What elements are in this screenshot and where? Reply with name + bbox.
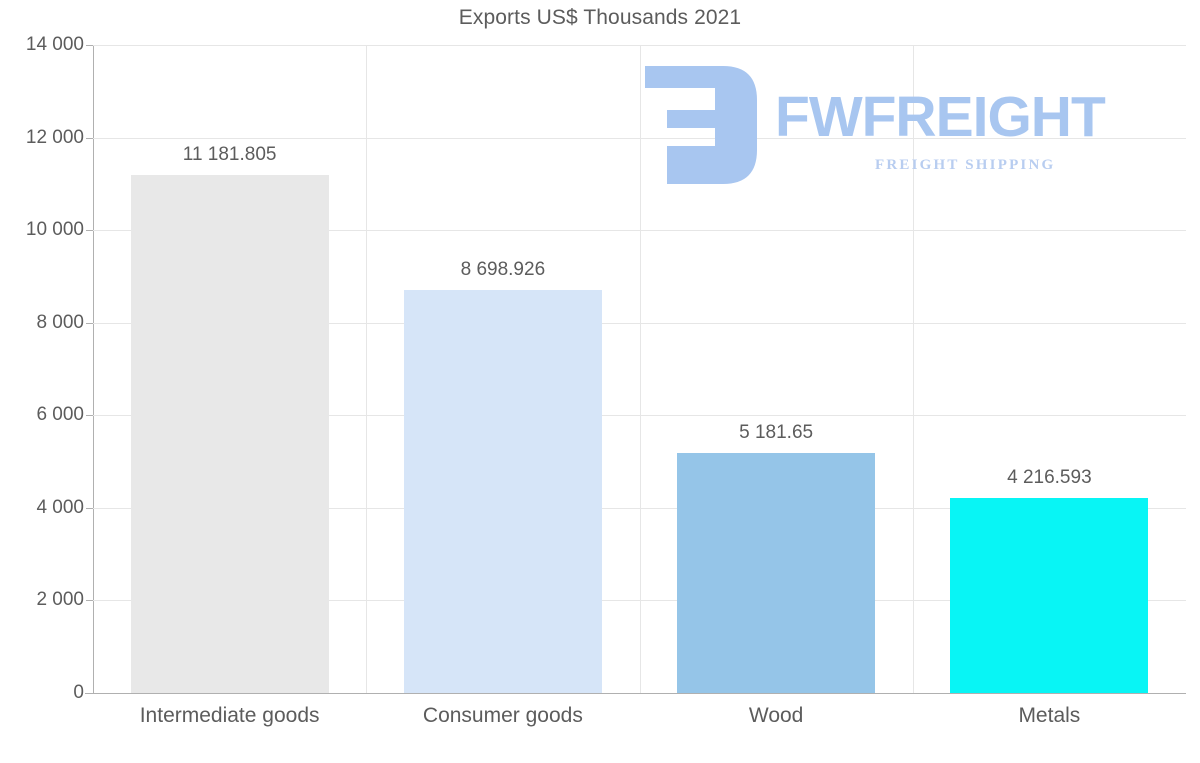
y-axis-tick bbox=[86, 137, 93, 139]
gridline-horizontal bbox=[93, 507, 1186, 509]
gridline-vertical bbox=[913, 45, 914, 693]
bar[interactable] bbox=[130, 175, 329, 693]
y-axis-tick-labels: 0 2 000 4 000 6 000 8 000 10 000 12 000 14 000 bbox=[0, 34, 84, 703]
x-axis-category-label: Metals bbox=[1018, 704, 1081, 727]
gridline-horizontal bbox=[93, 600, 1186, 602]
x-axis-category-label: Wood bbox=[748, 704, 804, 727]
bar[interactable] bbox=[403, 290, 602, 693]
x-axis-category-labels: Intermediate goods Consumer goods Wood Meta… bbox=[93, 700, 1186, 745]
x-axis-category-label: Intermediate goods bbox=[139, 704, 320, 727]
bar[interactable] bbox=[950, 497, 1149, 693]
gridline-vertical bbox=[366, 45, 367, 693]
y-axis-tick-label: 14 000 bbox=[25, 34, 84, 55]
bar-value-label: 8 698.926 bbox=[460, 259, 546, 281]
gridline-vertical bbox=[640, 45, 641, 693]
y-axis-tick bbox=[86, 322, 93, 324]
y-axis-tick-label: 10 000 bbox=[25, 219, 84, 241]
x-axis-line bbox=[85, 693, 1186, 694]
y-axis-tick bbox=[86, 693, 93, 694]
gridline-horizontal bbox=[93, 137, 1186, 139]
y-axis-line bbox=[93, 45, 94, 694]
y-axis-tick-label: 2 000 bbox=[36, 589, 84, 611]
bar-value-label: 11 181.805 bbox=[182, 144, 277, 166]
y-axis-tick bbox=[86, 230, 93, 232]
chart-title: Exports US$ Thousands 2021 bbox=[458, 6, 742, 29]
plot-area: 11 181.805 8 698.926 5 181.65 4 216.593 bbox=[85, 45, 1186, 694]
y-axis-tick-label: 12 000 bbox=[25, 126, 84, 148]
gridline-horizontal bbox=[93, 45, 1186, 46]
y-axis-tick bbox=[86, 45, 93, 46]
y-axis-tick bbox=[86, 507, 93, 509]
x-axis-category-label: Consumer goods bbox=[422, 704, 583, 727]
y-axis-tick-label: 8 000 bbox=[36, 311, 84, 333]
gridline-horizontal bbox=[93, 415, 1186, 417]
y-axis-tick bbox=[86, 415, 93, 417]
gridline-horizontal bbox=[93, 322, 1186, 324]
bar-value-label: 4 216.593 bbox=[1007, 466, 1092, 488]
y-axis-tick-label: 4 000 bbox=[36, 496, 84, 518]
gridline-horizontal bbox=[93, 230, 1186, 232]
y-axis-tick bbox=[86, 600, 93, 602]
y-axis-tick-label: 0 bbox=[73, 682, 84, 703]
y-axis-tick-label: 6 000 bbox=[36, 404, 84, 426]
bar-value-label: 5 181.65 bbox=[739, 422, 814, 444]
bar[interactable] bbox=[677, 453, 876, 693]
